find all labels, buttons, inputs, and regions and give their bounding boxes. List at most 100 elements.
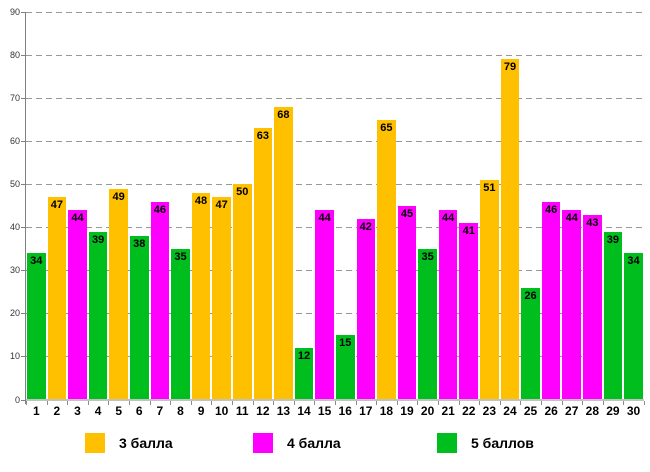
x-tick (644, 401, 645, 405)
x-tick-label: 8 (177, 404, 184, 418)
value-label: 39 (606, 233, 620, 246)
value-label: 68 (277, 108, 290, 121)
y-tick-label: 50 (9, 178, 20, 189)
x-tick (149, 401, 151, 405)
bar: 15 (335, 335, 355, 400)
x-tick (335, 401, 336, 405)
value-label: 43 (586, 216, 599, 229)
legend-swatch-orange (85, 433, 105, 453)
bar: 42 (356, 218, 376, 400)
x-axis-labels: 1 2 3 4 5 6 7 8 9 10 11 12 13 14 15 16 17 18 19 20 21 22 23 24 2… (26, 404, 644, 418)
bar-slot-6: 38 (129, 12, 150, 400)
legend-label: 3 балла (119, 435, 173, 451)
x-tick-label: 4 (94, 404, 102, 418)
bar-slot-10: 47 (211, 12, 232, 400)
x-tick-label: 22 (462, 404, 476, 418)
x-tick-label: 27 (565, 404, 579, 418)
plot-area: 34 47 44 39 49 38 46 35 48 47 50 63 68 12 44 15 42 65 45 35… (26, 11, 644, 400)
x-tick (46, 401, 48, 405)
value-label: 42 (359, 220, 372, 233)
y-tick (21, 11, 26, 13)
bar-slot-27: 44 (561, 12, 582, 400)
x-tick (458, 401, 460, 405)
x-tick-label: 17 (359, 404, 373, 418)
value-label: 35 (421, 251, 434, 264)
y-tick (21, 270, 26, 272)
x-tick (417, 401, 419, 405)
value-label: 35 (174, 251, 187, 264)
bar-slot-9: 48 (191, 12, 212, 400)
bar: 45 (397, 206, 417, 400)
value-label: 39 (91, 233, 105, 246)
x-tick-label: 20 (420, 404, 435, 418)
x-tick (438, 401, 439, 405)
bar-slot-15: 44 (314, 12, 335, 400)
x-tick-label: 19 (400, 404, 414, 418)
bar-slot-22: 41 (458, 12, 479, 400)
bar-slot-17: 42 (356, 12, 377, 400)
x-tick (129, 401, 130, 405)
bar: 63 (253, 128, 273, 400)
gridline (26, 140, 644, 142)
y-tick-label: 60 (9, 135, 20, 146)
legend-label: 4 балла (287, 435, 341, 451)
y-tick-label: 70 (9, 92, 20, 103)
x-tick (26, 401, 27, 405)
bar-slot-12: 63 (253, 12, 274, 400)
legend-item-5-ballov: 5 баллов (437, 433, 534, 453)
x-tick-label: 30 (626, 404, 641, 418)
legend-swatch-green (437, 433, 457, 453)
x-tick-label: 3 (74, 404, 81, 418)
x-tick (520, 401, 522, 405)
bar-slot-19: 45 (397, 12, 418, 400)
bar-slot-5: 49 (108, 12, 129, 400)
x-tick (67, 401, 69, 405)
x-tick-label: 6 (135, 404, 143, 418)
x-tick-label: 24 (503, 404, 517, 418)
bar: 46 (541, 201, 561, 400)
x-tick (314, 401, 316, 405)
legend-item-4-balla: 4 балла (253, 433, 341, 453)
x-tick (376, 401, 378, 405)
value-label: 38 (133, 238, 146, 251)
value-label: 47 (215, 199, 228, 212)
bar: 34 (624, 253, 643, 400)
x-tick (499, 401, 501, 405)
x-tick-label: 5 (115, 404, 123, 418)
x-tick (211, 401, 213, 405)
gridline (26, 313, 644, 315)
y-tick (21, 313, 26, 315)
bar-slot-14: 12 (294, 12, 315, 400)
bar: 47 (212, 197, 231, 400)
value-label: 15 (339, 337, 352, 350)
bar-slot-25: 26 (520, 12, 541, 400)
x-tick-label: 29 (606, 404, 620, 418)
value-label: 51 (483, 182, 496, 195)
value-label: 46 (153, 203, 166, 216)
x-tick-label: 12 (256, 404, 270, 418)
bar: 38 (129, 236, 149, 400)
y-tick-label: 20 (9, 308, 20, 319)
legend-item-3-balla: 3 балла (85, 433, 173, 453)
bar-slot-18: 65 (376, 12, 397, 400)
bar-slot-7: 46 (150, 12, 171, 400)
bar: 34 (27, 253, 46, 400)
x-tick (190, 401, 192, 405)
value-label: 34 (30, 255, 43, 268)
value-label: 46 (545, 203, 558, 216)
x-tick-label: 26 (544, 404, 558, 418)
value-label: 79 (503, 61, 517, 74)
x-tick-label: 21 (441, 404, 455, 418)
gridline (26, 54, 644, 56)
y-tick (21, 399, 26, 401)
bar: 48 (191, 193, 211, 400)
bar-slot-24: 79 (500, 12, 521, 400)
x-tick-label: 25 (523, 404, 538, 418)
x-tick (479, 401, 481, 405)
value-label: 63 (256, 130, 269, 143)
gridline (26, 183, 644, 185)
x-tick (541, 401, 542, 405)
x-tick (396, 401, 398, 405)
x-tick-label: 7 (156, 404, 164, 418)
bars-container: 34 47 44 39 49 38 46 35 48 47 50 63 68 12 44 15 42 65 45 35… (26, 12, 644, 400)
